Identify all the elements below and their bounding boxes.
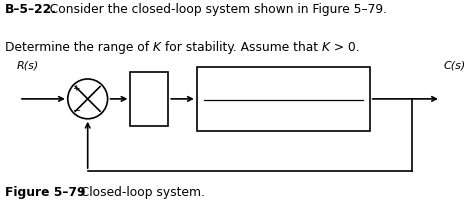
Text: (s + 1)(s² + 6s + 25): (s + 1)(s² + 6s + 25)	[226, 109, 340, 119]
Text: K: K	[153, 41, 161, 54]
Text: > 0.: > 0.	[330, 41, 359, 54]
Text: Figure 5–79: Figure 5–79	[5, 186, 85, 199]
Text: R(s): R(s)	[17, 61, 39, 71]
Text: Determine the range of: Determine the range of	[5, 41, 153, 54]
Text: for stability. Assume that: for stability. Assume that	[161, 41, 322, 54]
Text: K: K	[144, 92, 155, 105]
Text: Closed-loop system.: Closed-loop system.	[73, 186, 205, 199]
Bar	[130, 72, 168, 126]
Bar	[197, 67, 370, 131]
Text: s – 2: s – 2	[271, 83, 296, 92]
Text: C(s): C(s)	[443, 61, 465, 71]
Text: K: K	[322, 41, 330, 54]
Text: Consider the closed-loop system shown in Figure 5–79.: Consider the closed-loop system shown in…	[42, 3, 387, 16]
Text: +: +	[73, 84, 80, 93]
Text: −: −	[73, 106, 81, 116]
Text: B–5–22.: B–5–22.	[5, 3, 57, 16]
